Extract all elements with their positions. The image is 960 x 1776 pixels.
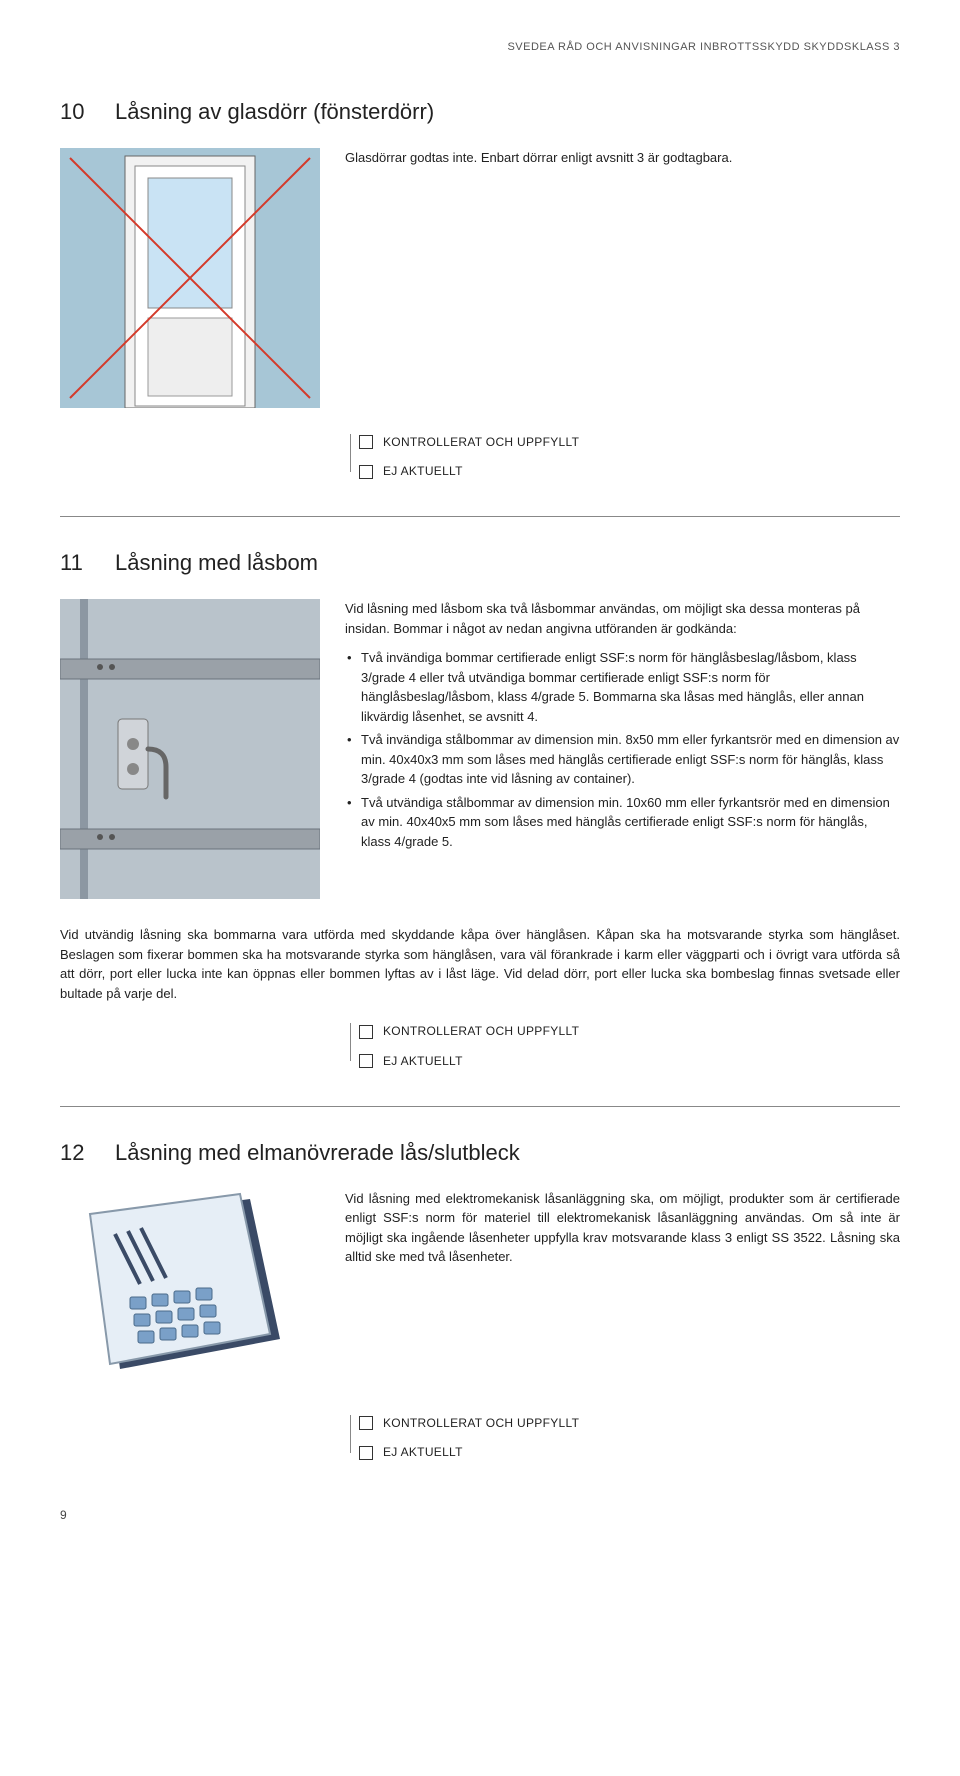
- section-divider: [60, 516, 900, 517]
- section-11: 11 Låsning med låsbom Vid låsning med lå…: [60, 547, 900, 1076]
- page-header: SVEDEA RÅD OCH ANVISNINGAR INBROTTSSKYDD…: [60, 40, 900, 56]
- divider-icon: [350, 1023, 351, 1061]
- page-number: 9: [60, 1507, 900, 1524]
- section-11-outro: Vid utvändig låsning ska bommarna vara u…: [60, 925, 900, 1003]
- divider-icon: [350, 1415, 351, 1453]
- section-11-number: 11: [60, 547, 115, 579]
- lockbar-illustration: [60, 599, 320, 905]
- section-12-body: Vid låsning med elektromekanisk låsanläg…: [345, 1189, 900, 1267]
- section-10-title: Låsning av glasdörr (fönsterdörr): [115, 96, 434, 128]
- checklist-na-label: EJ AKTUELLT: [383, 463, 463, 480]
- section-10: 10 Låsning av glasdörr (fönsterdörr) Gla…: [60, 96, 900, 487]
- section-10-number: 10: [60, 96, 115, 128]
- section-11-bullet-list: Två invändiga bommar certifierade enligt…: [345, 648, 900, 851]
- checklist-confirmed-label: KONTROLLERAT OCH UPPFYLLT: [383, 1415, 579, 1432]
- checkbox-confirmed[interactable]: [359, 1416, 373, 1430]
- list-item: Två utvändiga stålbommar av dimension mi…: [345, 793, 900, 852]
- checkbox-na[interactable]: [359, 1446, 373, 1460]
- checklist-confirmed-label: KONTROLLERAT OCH UPPFYLLT: [383, 1023, 579, 1040]
- list-item: Två invändiga stålbommar av dimension mi…: [345, 730, 900, 789]
- checklist-na-label: EJ AKTUELLT: [383, 1444, 463, 1461]
- section-11-title: Låsning med låsbom: [115, 547, 318, 579]
- checkbox-na[interactable]: [359, 1054, 373, 1068]
- section-10-body: Glasdörrar godtas inte. Enbart dörrar en…: [345, 148, 900, 168]
- keypad-illustration: [60, 1189, 320, 1395]
- section-12-number: 12: [60, 1137, 115, 1169]
- checkbox-confirmed[interactable]: [359, 435, 373, 449]
- glass-door-illustration: [60, 148, 320, 414]
- section-12-checklist: KONTROLLERAT OCH UPPFYLLT EJ AKTUELLT: [350, 1415, 900, 1468]
- checklist-na-label: EJ AKTUELLT: [383, 1053, 463, 1070]
- checklist-confirmed-label: KONTROLLERAT OCH UPPFYLLT: [383, 434, 579, 451]
- section-12-title: Låsning med elmanövrerade lås/slutbleck: [115, 1137, 520, 1169]
- list-item: Två invändiga bommar certifierade enligt…: [345, 648, 900, 726]
- section-12: 12 Låsning med elmanövrerade lås/slutble…: [60, 1137, 900, 1468]
- section-11-checklist: KONTROLLERAT OCH UPPFYLLT EJ AKTUELLT: [350, 1023, 900, 1076]
- divider-icon: [350, 434, 351, 472]
- section-divider: [60, 1106, 900, 1107]
- section-10-checklist: KONTROLLERAT OCH UPPFYLLT EJ AKTUELLT: [350, 434, 900, 487]
- checkbox-na[interactable]: [359, 465, 373, 479]
- section-11-intro: Vid låsning med låsbom ska två låsbommar…: [345, 599, 900, 638]
- checkbox-confirmed[interactable]: [359, 1025, 373, 1039]
